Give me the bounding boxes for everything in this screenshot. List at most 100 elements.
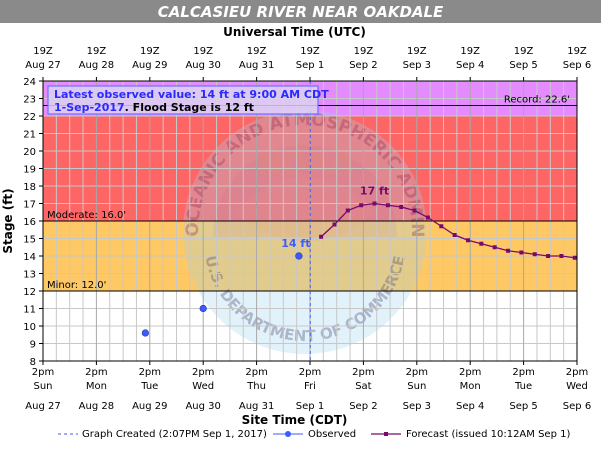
forecast-point <box>425 215 430 220</box>
forecast-point <box>345 208 350 213</box>
bottom-tick-date-label: Sep 6 <box>563 401 591 412</box>
top-tick-date-label: Aug 31 <box>239 60 274 71</box>
threshold-label-0: Minor: 12.0' <box>47 280 106 291</box>
bottom-tick-day-label: Tue <box>514 381 532 392</box>
y-tick-label: 19 <box>23 165 36 176</box>
bottom-tick-date-label: Sep 4 <box>456 401 484 412</box>
top-tick-date-label: Aug 28 <box>79 60 114 71</box>
latest-value-line2: 1-Sep-2017. Flood Stage is 12 ft <box>54 101 254 114</box>
forecast-point <box>465 238 470 243</box>
y-tick-label: 21 <box>23 130 36 141</box>
bottom-tick-day-label: Sun <box>407 381 426 392</box>
forecast-point <box>519 250 524 255</box>
bottom-tick-time-label: 2pm <box>245 367 267 378</box>
forecast-point <box>506 248 511 253</box>
forecast-point <box>319 234 324 239</box>
bottom-tick-time-label: 2pm <box>32 367 54 378</box>
bottom-tick-date-label: Sep 3 <box>403 401 431 412</box>
observed-point <box>141 329 149 337</box>
y-axis-title: Stage (ft) <box>1 188 15 253</box>
latest-value-line1: Latest observed value: 14 ft at 9:00 AM … <box>54 88 329 101</box>
y-tick-label: 17 <box>23 200 36 211</box>
forecast-point <box>372 201 377 206</box>
forecast-point <box>439 224 444 229</box>
bottom-tick-time-label: 2pm <box>406 367 428 378</box>
bottom-tick-time-label: 2pm <box>299 367 321 378</box>
forecast-point <box>412 208 417 213</box>
bottom-tick-day-label: Fri <box>304 381 316 392</box>
observed-point <box>199 304 207 313</box>
flood-stage-text: . Flood Stage is 12 ft <box>125 101 254 114</box>
bottom-tick-time-label: 2pm <box>85 367 107 378</box>
forecast-point <box>359 203 364 208</box>
bottom-tick-date-label: Aug 30 <box>185 401 220 412</box>
title-bar <box>0 0 601 23</box>
legend: Graph Created (2:07PM Sep 1, 2017) Observ… <box>58 429 570 440</box>
top-tick-time-label: 19Z <box>193 46 213 57</box>
forecast-point <box>559 254 564 258</box>
bottom-tick-time-label: 2pm <box>192 367 214 378</box>
y-tick-label: 13 <box>23 270 36 281</box>
bottom-tick-time-label: 2pm <box>512 367 534 378</box>
y-tick-label: 22 <box>23 112 36 123</box>
top-tick-date-label: Aug 27 <box>25 60 60 71</box>
observed-peak-label: 14 ft <box>281 237 310 250</box>
bottom-tick-day-label: Mon <box>86 381 107 392</box>
legend-forecast-marker <box>384 432 388 436</box>
top-axis-title: Universal Time (UTC) <box>223 25 366 39</box>
latest-value-date: 1-Sep-2017 <box>54 101 125 114</box>
y-tick-label: 11 <box>23 305 36 316</box>
top-tick-time-label: 19Z <box>300 46 320 57</box>
latest-value-box <box>47 85 319 115</box>
y-tick-label: 16 <box>23 217 36 228</box>
bottom-tick-date-label: Sep 2 <box>349 401 377 412</box>
bottom-tick-time-label: 2pm <box>566 367 588 378</box>
y-tick-label: 9 <box>30 340 36 351</box>
forecast-point <box>532 252 537 257</box>
top-tick-date-label: Sep 5 <box>509 60 537 71</box>
top-tick-time-label: 19Z <box>354 46 374 57</box>
top-tick-time-label: 19Z <box>460 46 480 57</box>
y-tick-label: 14 <box>23 252 36 263</box>
bottom-tick-time-label: 2pm <box>459 367 481 378</box>
bottom-tick-date-label: Aug 29 <box>132 401 167 412</box>
top-tick-time-label: 19Z <box>247 46 267 57</box>
forecast-point <box>572 255 577 260</box>
chart-title: CALCASIEU RIVER NEAR OAKDALE <box>158 3 444 21</box>
top-tick-date-label: Sep 2 <box>349 60 377 71</box>
y-tick-label: 20 <box>23 147 36 158</box>
y-tick-label: 15 <box>23 235 36 246</box>
bottom-tick-date-label: Sep 5 <box>509 401 537 412</box>
top-tick-time-label: 19Z <box>514 46 534 57</box>
y-tick-label: 8 <box>30 357 36 368</box>
y-tick-label: 23 <box>23 95 36 106</box>
bottom-tick-day-label: Tue <box>140 381 158 392</box>
y-tick-label: 12 <box>23 287 36 298</box>
watermark-logo-text: NOAA <box>257 147 354 182</box>
top-tick-date-label: Sep 6 <box>563 60 591 71</box>
bottom-tick-date-label: Aug 28 <box>79 401 114 412</box>
bottom-tick-date-label: Aug 27 <box>25 401 60 412</box>
bottom-tick-date-label: Sep 1 <box>296 401 324 412</box>
forecast-point <box>546 254 551 258</box>
threshold-label-2: Record: 22.6' <box>504 95 570 106</box>
top-tick-date-label: Aug 29 <box>132 60 167 71</box>
top-tick-date-label: Sep 3 <box>403 60 431 71</box>
forecast-line <box>320 202 575 259</box>
bottom-tick-time-label: 2pm <box>139 367 161 378</box>
bottom-tick-day-label: Sun <box>33 381 52 392</box>
bottom-tick-date-label: Aug 31 <box>239 401 274 412</box>
watermark-seal-disc <box>183 110 427 354</box>
bottom-tick-day-label: Wed <box>566 381 588 392</box>
y-tick-label: 18 <box>23 182 36 193</box>
threshold-label-1: Moderate: 16.0' <box>47 210 126 221</box>
forecast-point <box>479 241 484 246</box>
legend-observed-label: Observed <box>308 429 356 440</box>
bottom-tick-day-label: Thu <box>246 381 266 392</box>
forecast-point <box>399 205 404 209</box>
forecast-point <box>492 245 497 250</box>
top-tick-time-label: 19Z <box>33 46 53 57</box>
bottom-tick-day-label: Wed <box>192 381 214 392</box>
